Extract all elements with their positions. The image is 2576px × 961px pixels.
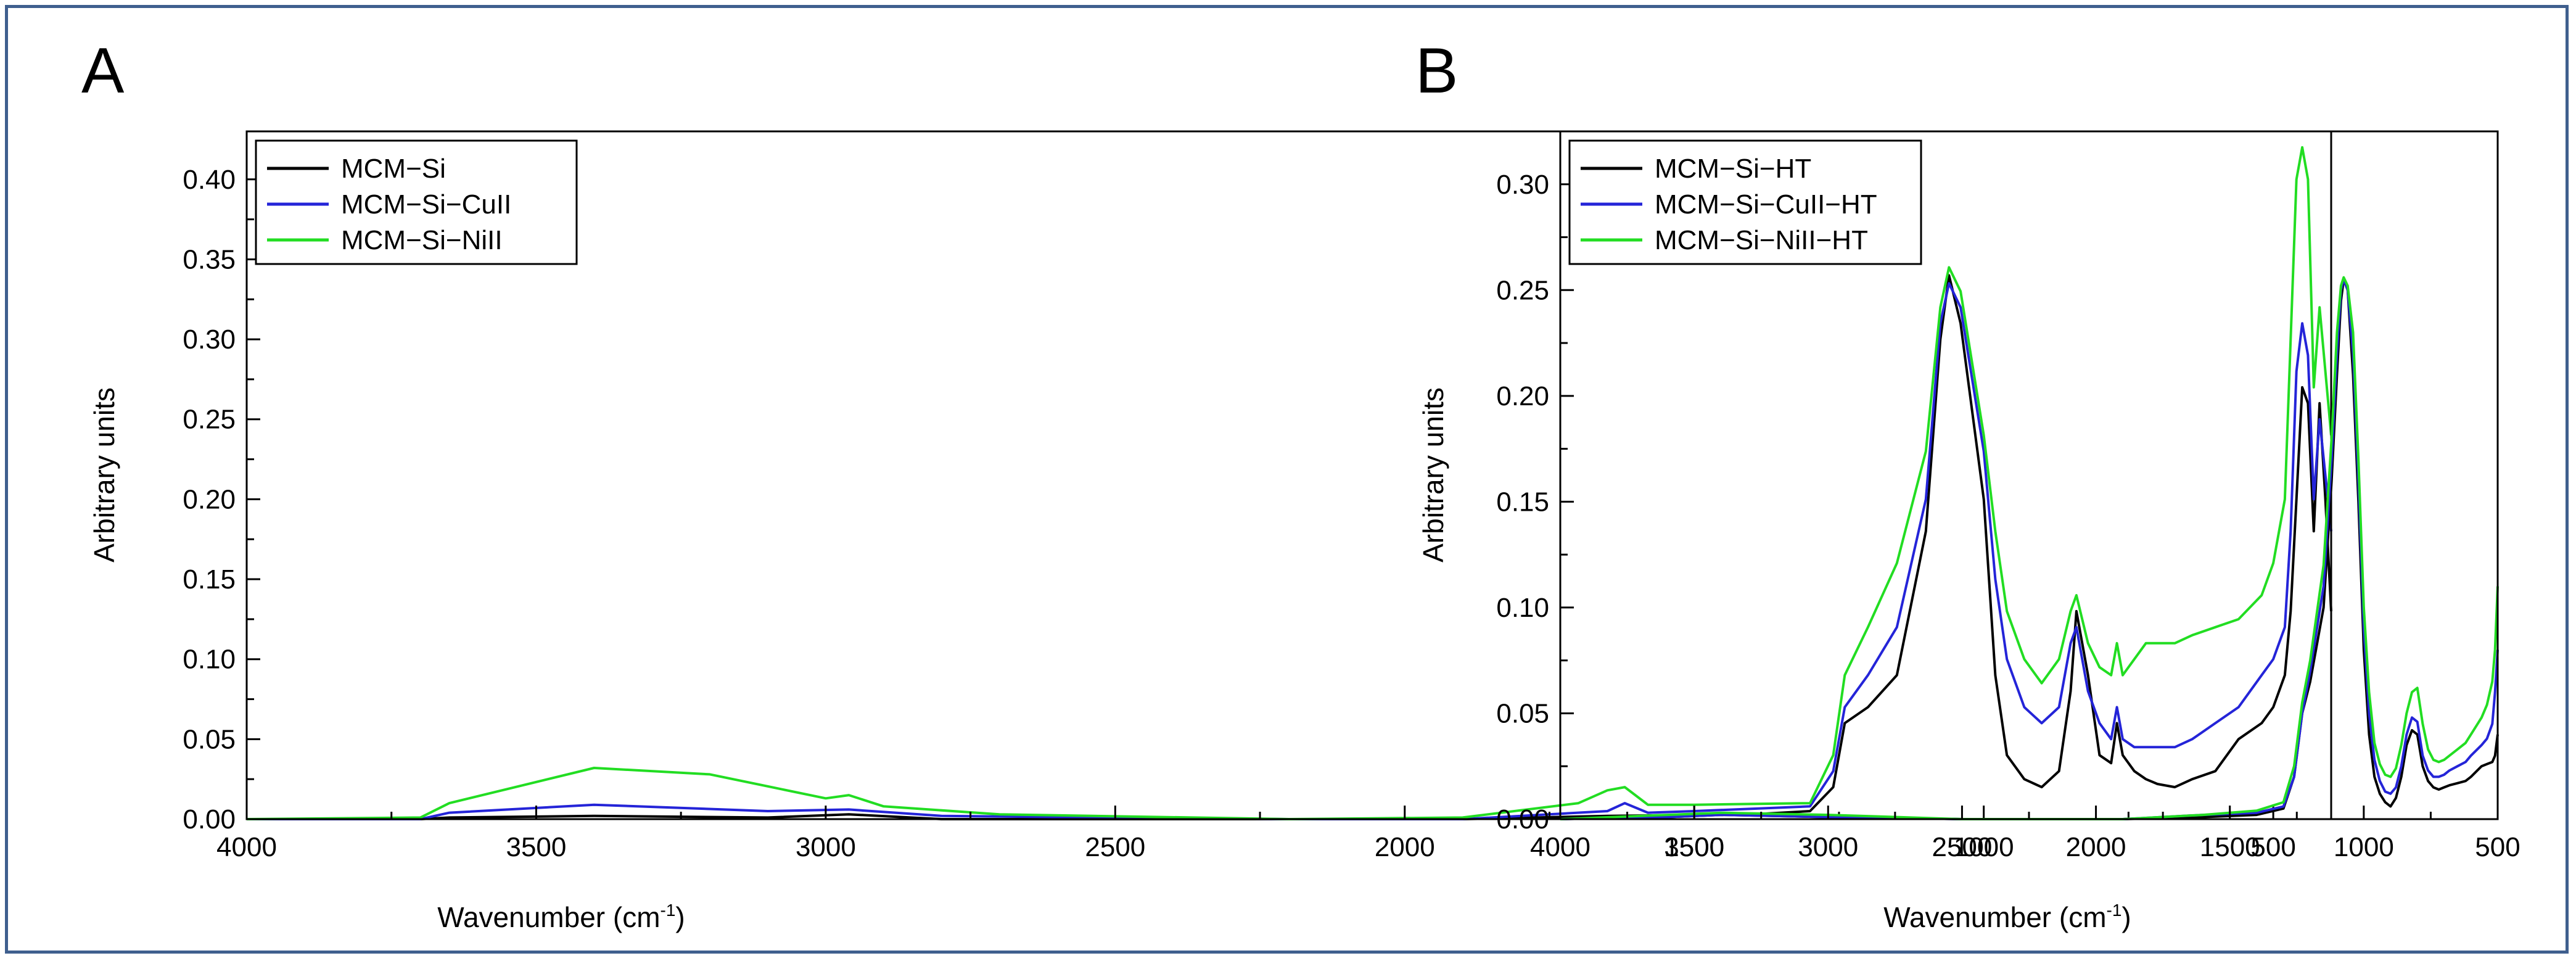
panel-b-x-tick-label: 2500 bbox=[1932, 832, 1992, 862]
panel-b-letter: B bbox=[1415, 35, 1458, 107]
panel-a-x-tick-label: 1500 bbox=[1664, 832, 1724, 862]
panel-b-x-tick-label: 500 bbox=[2475, 832, 2520, 862]
panel-a-x-tick-label: 2000 bbox=[1375, 832, 1435, 862]
panel-b-y-tick-label: 0.15 bbox=[1496, 487, 1549, 517]
panel-b-x-tick-label: 2000 bbox=[2066, 832, 2126, 862]
panel-b-y-tick-label: 0.30 bbox=[1496, 170, 1549, 200]
panel-b-x-tick-label: 4000 bbox=[1530, 832, 1590, 862]
panel-a-x-tick-label: 3000 bbox=[796, 832, 856, 862]
panel-a-y-tick-label: 0.40 bbox=[183, 165, 236, 195]
panel-b-legend-label-2: MCM−Si−CuII−HT bbox=[1655, 189, 1877, 220]
panel-b-x-tick-label: 3000 bbox=[1798, 832, 1858, 862]
panel-a-series-line-2 bbox=[247, 282, 2332, 820]
panel-b-legend-label-1: MCM−Si−HT bbox=[1655, 154, 1811, 184]
panel-b-y-tick-label: 0.10 bbox=[1496, 593, 1549, 623]
panel-b-legend-label-3: MCM−Si−NiII−HT bbox=[1655, 225, 1868, 255]
panel-a-legend-label-3: MCM−Si−NiII bbox=[341, 225, 503, 255]
panel-a-series-line-1 bbox=[247, 274, 2332, 820]
panel-a-y-tick-label: 0.00 bbox=[183, 804, 236, 835]
panel-b-y-axis-label: Arbitrary units bbox=[1417, 387, 1449, 563]
panel-a-y-tick-label: 0.10 bbox=[183, 645, 236, 675]
panel-b-x-tick-label: 1500 bbox=[2200, 832, 2260, 862]
panel-a-letter: A bbox=[81, 35, 125, 107]
panel-b-legend: MCM−Si−HT MCM−Si−CuII−HT MCM−Si−NiII−HT bbox=[1568, 139, 1922, 265]
panel-a-y-tick-label: 0.05 bbox=[183, 724, 236, 754]
panel-b-series-line-1 bbox=[1560, 278, 2499, 820]
panel-a-x-tick-label: 1000 bbox=[1954, 832, 2014, 862]
panel-a-y-tick-label: 0.35 bbox=[183, 244, 236, 274]
panel-b-series-line-2 bbox=[1560, 278, 2499, 820]
panel-b: B 4000 3500 3000 2500 2000 1500 1000 500 0.00 0.0… bbox=[1415, 35, 2520, 933]
panel-a-x-tick-label: 4000 bbox=[216, 832, 277, 862]
panel-a-legend-label-2: MCM−Si−CuII bbox=[341, 189, 511, 220]
panel-b-y-tick-label: 0.00 bbox=[1496, 804, 1549, 835]
panel-a-y-tick-label: 0.20 bbox=[183, 484, 236, 514]
panel-b-x-tick-label: 1000 bbox=[2334, 832, 2394, 862]
panel-a-legend: MCM−Si MCM−Si−CuII MCM−Si−NiII bbox=[255, 139, 578, 265]
panel-b-series-line-3 bbox=[1560, 276, 2499, 820]
panel-a-y-tick-label: 0.25 bbox=[183, 405, 236, 435]
panel-b-x-axis-label: Wavenumber (cm-1) bbox=[1883, 901, 2131, 933]
panel-a-x-tick-label: 2500 bbox=[1085, 832, 1145, 862]
panel-a-legend-box bbox=[255, 139, 578, 265]
panel-b-x-tick-label: 3500 bbox=[1664, 832, 1724, 862]
panel-a-legend-label-1: MCM−Si bbox=[341, 154, 446, 184]
panel-b-y-tick-label: 0.05 bbox=[1496, 698, 1549, 728]
panel-a-x-axis-label: Wavenumber (cm-1) bbox=[437, 901, 685, 933]
panel-a-x-tick-label: 3500 bbox=[506, 832, 566, 862]
panel-a-y-tick-label: 0.30 bbox=[183, 324, 236, 355]
panel-a-y-tick-label: 0.15 bbox=[183, 564, 236, 595]
panel-a-y-axis-label: Arbitrary units bbox=[88, 387, 120, 563]
panel-b-y-tick-label: 0.25 bbox=[1496, 275, 1549, 305]
panel-a: A 4000 3500 3000 2500 2000 1500 1000 500 0.00 0.0… bbox=[81, 35, 2332, 933]
panel-b-legend-box bbox=[1568, 139, 1922, 265]
panel-a-x-tick-label: 500 bbox=[2250, 832, 2295, 862]
panel-b-y-tick-label: 0.20 bbox=[1496, 381, 1549, 411]
